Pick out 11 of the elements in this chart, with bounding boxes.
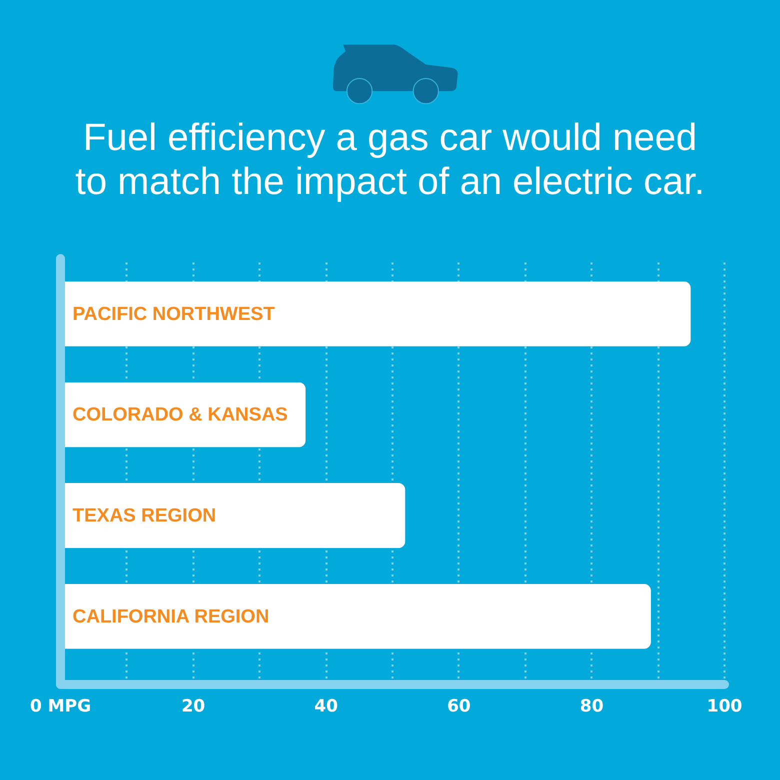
chart-title: Fuel efficiency a gas car would need to match the impact of an electric car. [74, 116, 706, 204]
x-tick-label: 100 [706, 696, 742, 716]
y-tick-label: TEXAS REGION [72, 506, 216, 527]
y-tick-label: PACIFIC NORTHWEST [72, 304, 276, 325]
x-tick-label: 60 [447, 696, 471, 716]
x-tick-label: 80 [580, 696, 604, 716]
x-tick-label: 20 [181, 696, 206, 716]
x-tick-label: 0 MPG [30, 696, 92, 716]
y-tick-label: COLORADO & KANSAS [72, 404, 288, 426]
x-tick-label: 40 [314, 696, 338, 716]
y-tick-label: CALIFORNIA REGION [72, 606, 270, 628]
